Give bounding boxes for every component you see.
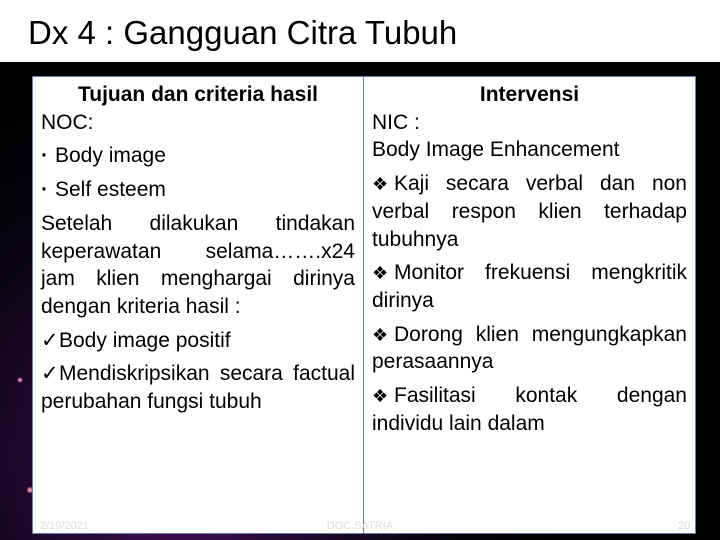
criteria-2: Mendiskripsikan secara factual perubahan… [41, 360, 355, 415]
page-number: 20 [678, 520, 690, 532]
right-column: Intervensi NIC : Body Image Enhancement … [364, 77, 695, 533]
slide-title: Dx 4 : Gangguan Citra Tubuh [0, 0, 720, 62]
footer-author: DOC.SATRIA [0, 520, 720, 532]
left-header: Tujuan dan criteria hasil [41, 81, 355, 109]
noc-label: NOC: [41, 109, 355, 137]
nic-label: NIC : [372, 109, 687, 137]
intervention-2: Monitor frekuensi mengkritik dirinya [372, 259, 687, 314]
noc-item-2: Self esteem [41, 176, 355, 204]
right-header: Intervensi [372, 81, 687, 109]
noc-item-1: Body image [41, 142, 355, 170]
left-column: Tujuan dan criteria hasil NOC: Body imag… [33, 77, 364, 533]
content-table: Tujuan dan criteria hasil NOC: Body imag… [32, 76, 696, 534]
intervention-4: Fasilitasi kontak dengan individu lain d… [372, 382, 687, 437]
nic-name: Body Image Enhancement [372, 136, 687, 164]
criteria-1: Body image positif [41, 327, 355, 355]
intervention-3: Dorong klien mengungkapkan perasaannya [372, 321, 687, 376]
outcome-paragraph: Setelah dilakukan tindakan keperawatan s… [41, 210, 355, 321]
intervention-1: Kaji secara verbal dan non verbal respon… [372, 170, 687, 253]
